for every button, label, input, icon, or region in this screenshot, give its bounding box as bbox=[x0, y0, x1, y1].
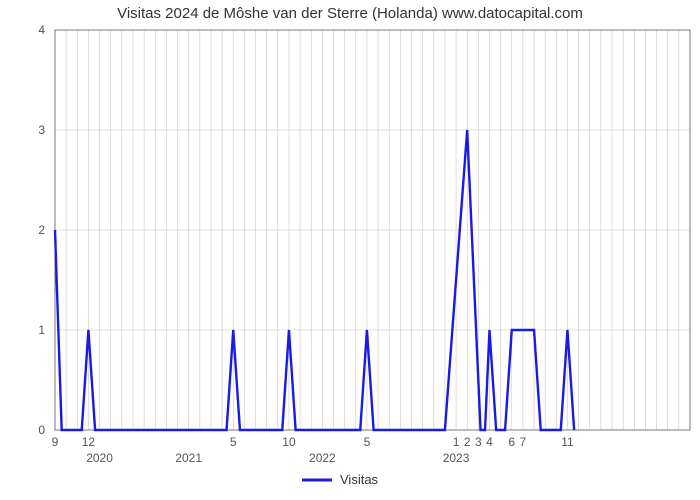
chart-container: { "chart": { "type": "line", "title": "V… bbox=[0, 0, 700, 500]
chart-title: Visitas 2024 de Môshe van der Sterre (Ho… bbox=[117, 5, 583, 22]
x-tick-year: 2021 bbox=[175, 451, 202, 465]
x-tick-month: 9 bbox=[52, 435, 59, 449]
x-tick-month: 3 bbox=[475, 435, 482, 449]
y-tick-label: 4 bbox=[38, 23, 45, 37]
chart-bg bbox=[0, 0, 700, 500]
x-tick-month: 5 bbox=[230, 435, 237, 449]
legend-label: Visitas bbox=[340, 472, 379, 487]
x-tick-month: 12 bbox=[82, 435, 96, 449]
x-tick-month: 6 bbox=[508, 435, 515, 449]
y-tick-label: 1 bbox=[38, 323, 45, 337]
x-tick-month: 2 bbox=[464, 435, 471, 449]
y-tick-label: 3 bbox=[38, 123, 45, 137]
line-chart: Visitas 2024 de Môshe van der Sterre (Ho… bbox=[0, 0, 700, 500]
x-tick-year: 2023 bbox=[443, 451, 470, 465]
x-tick-month: 11 bbox=[561, 435, 574, 449]
x-tick-year: 2020 bbox=[86, 451, 113, 465]
x-tick-month: 5 bbox=[364, 435, 371, 449]
x-tick-month: 4 bbox=[486, 435, 493, 449]
y-tick-label: 2 bbox=[38, 223, 45, 237]
x-tick-month: 7 bbox=[520, 435, 527, 449]
y-tick-label: 0 bbox=[38, 423, 45, 437]
x-tick-year: 2022 bbox=[309, 451, 336, 465]
x-tick-month: 10 bbox=[282, 435, 296, 449]
x-tick-month: 1 bbox=[453, 435, 460, 449]
